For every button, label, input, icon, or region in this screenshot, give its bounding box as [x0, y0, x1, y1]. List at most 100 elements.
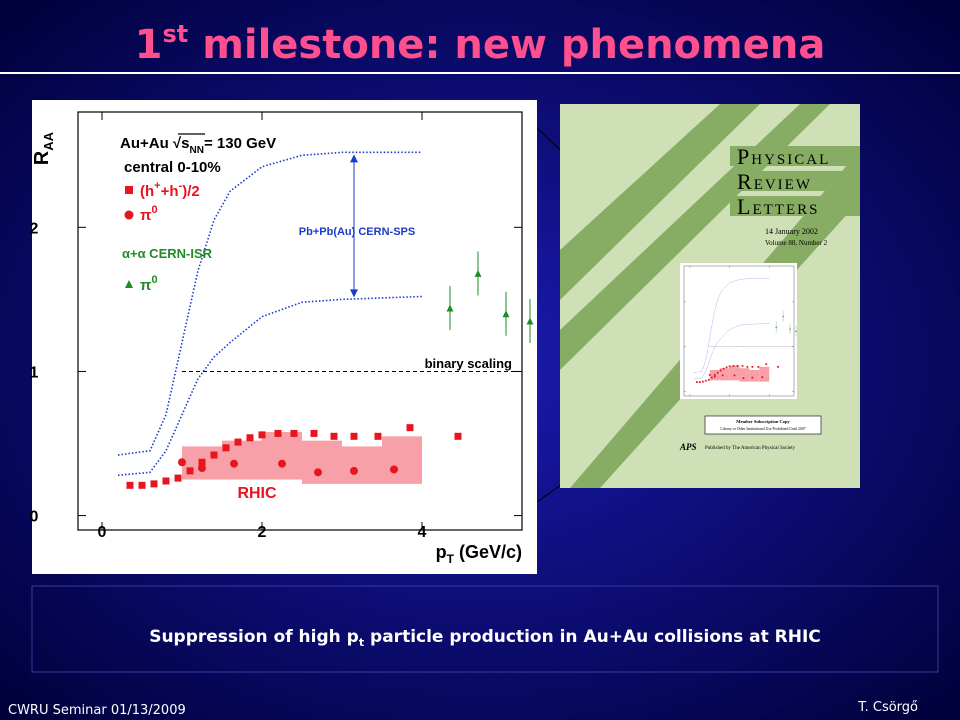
publisher: Published by The American Physical Socie… [705, 446, 796, 451]
y-axis-label-part: R [31, 150, 53, 165]
cover-title: LETTERS [737, 194, 819, 219]
rhic-band [382, 436, 422, 484]
pi0-point [278, 459, 286, 468]
pi0-point [708, 373, 711, 376]
pi0-point [178, 458, 186, 467]
mini-plot [683, 265, 797, 397]
h-point [746, 365, 749, 368]
pi0-point [230, 459, 238, 468]
cover-date: 14 January 2002 [765, 227, 818, 236]
isr-point [795, 330, 797, 332]
h-point [126, 481, 134, 489]
caption: Suppression of high pt particle producti… [149, 627, 821, 649]
legend-system-part: Au+Au √s [120, 135, 190, 152]
h-point [246, 434, 254, 442]
h-point [704, 379, 707, 382]
isr-point [526, 317, 534, 325]
isr-point [789, 327, 791, 330]
journal-cover: PHYSICAL REVIEW LETTERS 14 January 2002 … [560, 104, 860, 488]
footer-right: T. Csörgő [857, 700, 918, 715]
main-plot: 0 2 4 0 1 2 RAA pT (GeV/c) Au+Au √sNN= 130 GeV ce… [30, 111, 534, 566]
rhic-band [749, 370, 760, 382]
h-point [210, 451, 218, 459]
title-part: 1 [135, 22, 163, 68]
cover-cap: P [737, 144, 751, 169]
y-axis-label: RAA [31, 131, 56, 165]
cover-title: REVIEW [737, 169, 812, 194]
legend-h-part: (h [140, 183, 154, 200]
title-bar [730, 146, 860, 166]
caption-part: particle production in Au+Au collisions … [364, 627, 821, 647]
h-point [777, 365, 780, 368]
legend-system-part: = 130 GeV [204, 135, 276, 152]
pi0-point [751, 376, 754, 379]
legend-pi0-part: 0 [151, 204, 157, 216]
x-tick-label: 2 [258, 524, 267, 541]
legend-h-part: )/2 [182, 183, 200, 200]
legend-h-part: - [179, 180, 183, 192]
h-point [707, 378, 710, 381]
h-point [696, 381, 698, 383]
rhic-band [719, 368, 730, 381]
h-point [719, 369, 722, 372]
h-point [274, 429, 282, 437]
legend-triangle [125, 280, 133, 288]
rhic-band [759, 366, 770, 382]
stripe [560, 104, 830, 370]
h-point [736, 365, 739, 367]
h-point [757, 365, 760, 368]
legend-square [125, 186, 133, 194]
plot-frame [683, 265, 795, 397]
isr-point [502, 310, 510, 318]
legend-isr-pi0: π0 [140, 274, 158, 294]
legend-system-part: NN [190, 145, 204, 156]
legend-h-part: + [154, 180, 160, 192]
h-point [406, 424, 414, 432]
h-point [716, 371, 719, 374]
h-point [701, 380, 704, 383]
pi0-point [198, 464, 206, 473]
rhic-band [342, 446, 382, 484]
legend-h-part: +h [161, 183, 179, 200]
pi0-point [733, 374, 736, 377]
h-point [234, 438, 242, 446]
cover-cap: R [737, 169, 754, 194]
h-point [713, 374, 716, 376]
aps-logo: APS [679, 442, 697, 452]
y-tick-label: 2 [30, 220, 39, 237]
caption-sub: t [359, 636, 364, 649]
reference-label: binary scaling [425, 356, 512, 371]
cover-cap: L [737, 194, 752, 219]
sps-label: Pb+Pb(Au) CERN-SPS [299, 226, 415, 238]
isr-point [446, 304, 454, 312]
band-label: RHIC [237, 485, 277, 502]
pi0-point [721, 374, 724, 377]
legend-h: (h++h-)/2 [140, 180, 200, 200]
h-point [222, 444, 230, 452]
h-point [751, 365, 754, 368]
isr-point [474, 269, 482, 277]
legend-pi0-part: π [140, 207, 152, 224]
title-bar [730, 196, 860, 216]
h-point [330, 432, 338, 440]
x-axis-label-part: p [436, 542, 447, 562]
h-point [722, 367, 725, 370]
sps-curve [693, 323, 770, 380]
plot-frame [77, 111, 523, 531]
pi0-point [350, 466, 358, 475]
y-axis-label-part: AA [41, 131, 56, 150]
h-point [138, 481, 146, 489]
h-point [258, 431, 266, 439]
x-tick-label: 4 [418, 524, 427, 541]
title-part: milestone: new phenomena [188, 22, 825, 68]
legend-system: Au+Au √sNN= 130 GeV [120, 135, 276, 156]
h-point [174, 474, 182, 482]
footer-left: CWRU Seminar 01/13/2009 [8, 703, 186, 718]
h-point [162, 477, 170, 485]
sps-curve [117, 295, 423, 477]
y-tick-label: 1 [30, 364, 39, 381]
cover-word: EVIEW [754, 177, 812, 193]
rhic-band [729, 365, 740, 381]
